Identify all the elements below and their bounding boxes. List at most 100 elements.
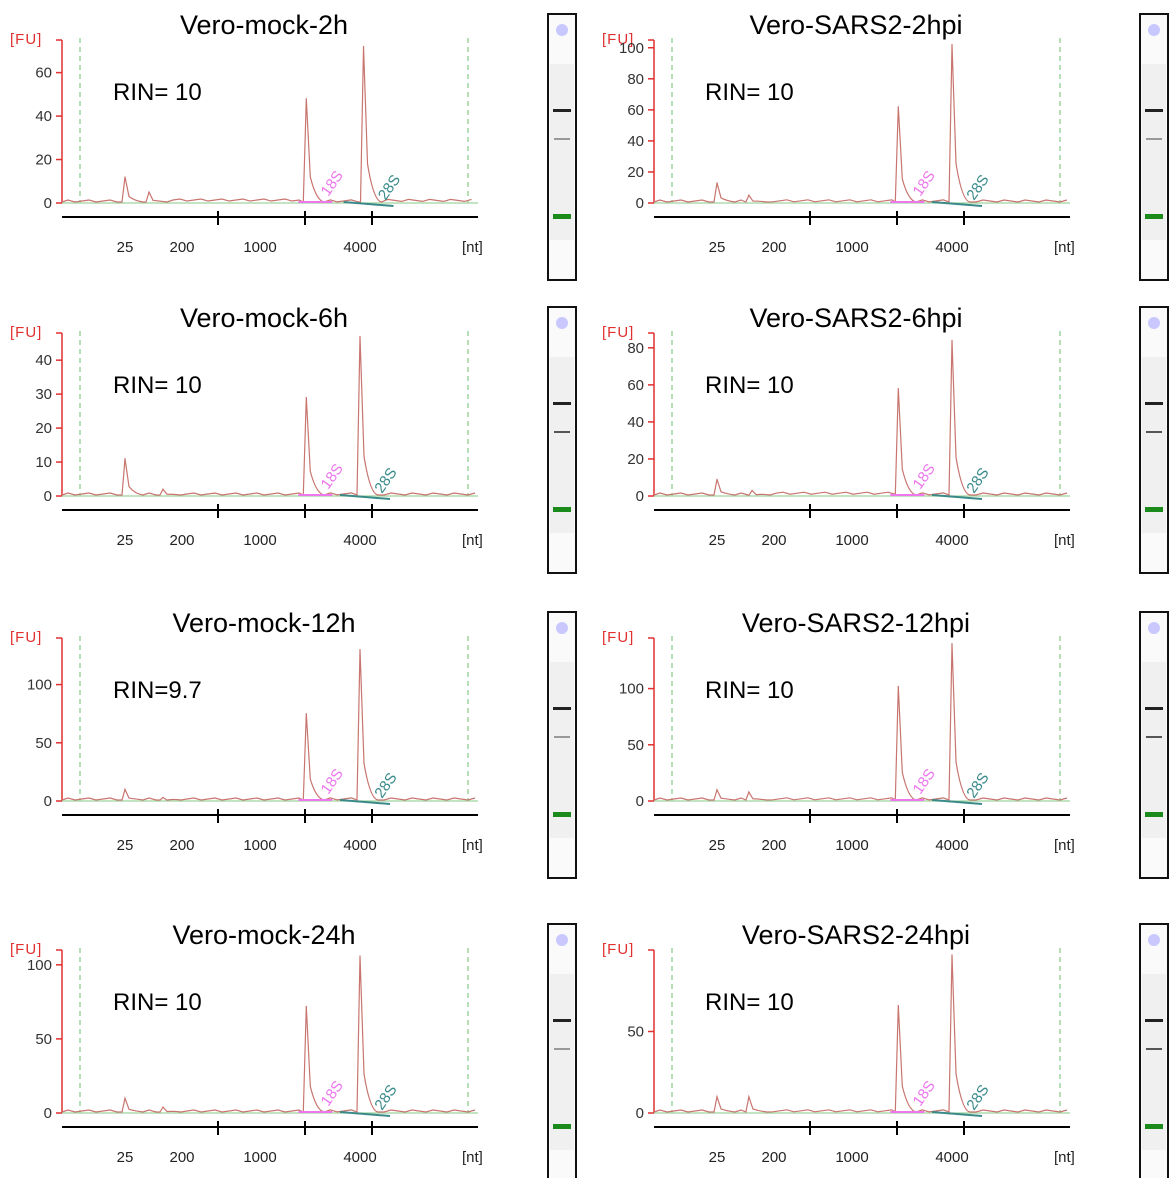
gel-lane (547, 13, 577, 281)
x-tick-label: 1000 (835, 837, 868, 854)
y-tick-label: 40 (627, 414, 644, 431)
chart-title: Vero-mock-6h (180, 303, 348, 333)
y-tick-label: 50 (627, 737, 644, 754)
y-tick-label: 50 (627, 1024, 644, 1041)
peak-point (897, 1004, 899, 1007)
gel-lane-background (550, 974, 574, 1150)
electropherogram-panel: Vero-SARS2-2hpi RIN= 10 [FU] 0 20 40 60 80 100 18… (602, 10, 1169, 281)
peak-18S-label: 18S (318, 1078, 347, 1110)
x-axis-unit: [nt] (462, 1149, 483, 1166)
peak-28S-region (343, 201, 394, 207)
peak-point (162, 488, 164, 490)
y-axis-unit: [FU] (10, 629, 42, 646)
data-trace (61, 955, 476, 1113)
x-tick-label: 4000 (935, 532, 968, 549)
gel-band-18S (554, 138, 570, 140)
gel-lane (1139, 13, 1169, 281)
x-tick-label: 200 (169, 532, 194, 549)
rin-label: RIN= 10 (113, 989, 202, 1016)
peak-18S-label: 18S (318, 168, 347, 200)
y-tick-label: 40 (35, 108, 52, 125)
x-axis-unit: [nt] (462, 532, 483, 549)
chart-title: Vero-SARS2-6hpi (749, 303, 962, 333)
gel-band-18S (1146, 431, 1162, 433)
peak-point (124, 788, 126, 790)
rin-label: RIN= 10 (705, 79, 794, 106)
peak-18S-label: 18S (910, 461, 939, 493)
peak-point (748, 791, 750, 793)
gel-marker-dot (1148, 622, 1160, 634)
data-trace (653, 954, 1068, 1114)
gel-band-18S (1146, 1048, 1162, 1050)
peak-28S-region (339, 1111, 391, 1117)
y-axis-unit: [FU] (10, 941, 42, 958)
y-tick-label: 20 (35, 152, 52, 169)
y-tick-label: 0 (636, 793, 644, 810)
gel-lane-background (550, 64, 574, 240)
y-tick-label: 0 (44, 195, 52, 212)
data-trace (653, 340, 1068, 496)
gel-band-18S (554, 1048, 570, 1050)
peak-28S-label: 28S (963, 465, 992, 497)
peak-point (951, 339, 953, 342)
gel-marker-dot (1148, 934, 1160, 946)
rin-label: RIN= 10 (113, 372, 202, 399)
gel-band-28S (553, 707, 571, 710)
y-tick-label: 0 (44, 1105, 52, 1122)
gel-marker-band (1145, 507, 1163, 512)
gel-lane (1139, 923, 1169, 1178)
gel-band-28S (1145, 707, 1163, 710)
peak-point (716, 1096, 718, 1098)
y-tick-label: 100 (27, 677, 52, 694)
peak-point (305, 1005, 307, 1007)
x-tick-label: 4000 (343, 837, 376, 854)
gel-marker-band (1145, 1124, 1163, 1129)
gel-lane-background (550, 662, 574, 838)
gel-lane-background (1142, 974, 1166, 1150)
peak-28S-label: 28S (375, 172, 404, 204)
y-tick-label: 0 (636, 1105, 644, 1122)
y-tick-label: 60 (627, 102, 644, 119)
y-tick-label: 10 (35, 454, 52, 471)
peak-18S-label: 18S (910, 766, 939, 798)
peak-28S-label: 28S (963, 770, 992, 802)
peak-point (897, 685, 899, 687)
y-tick-label: 20 (35, 420, 52, 437)
y-tick-label: 0 (636, 488, 644, 505)
peak-point (305, 98, 307, 100)
chart-title: Vero-mock-12h (172, 608, 355, 638)
y-tick-label: 50 (35, 1031, 52, 1048)
peak-point (751, 489, 753, 492)
gel-marker-dot (556, 934, 568, 946)
gel-band-28S (1145, 402, 1163, 405)
x-tick-label: 25 (709, 837, 726, 854)
x-tick-label: 1000 (243, 239, 276, 256)
electropherogram-panel: Vero-mock-2h RIN= 10 [FU] 0 20 40 60 18S 28S 25 20… (10, 10, 577, 281)
y-tick-label: 60 (35, 65, 52, 82)
gel-lane-background (1142, 662, 1166, 838)
gel-band-28S (553, 109, 571, 112)
gel-marker-dot (556, 317, 568, 329)
peak-18S-label: 18S (910, 168, 939, 200)
gel-marker-dot (1148, 317, 1160, 329)
x-tick-label: 200 (169, 239, 194, 256)
y-tick-label: 0 (44, 488, 52, 505)
gel-lane-background (1142, 357, 1166, 533)
x-tick-label: 1000 (243, 532, 276, 549)
x-tick-label: 1000 (835, 532, 868, 549)
peak-28S-region (339, 799, 391, 805)
x-tick-label: 25 (117, 532, 134, 549)
data-trace (653, 44, 1068, 204)
chart-title: Vero-SARS2-2hpi (749, 10, 962, 40)
data-trace (61, 336, 476, 496)
y-axis-unit: [FU] (602, 31, 634, 48)
gel-marker-band (553, 1124, 571, 1129)
peak-point (162, 796, 164, 799)
gel-marker-band (553, 507, 571, 512)
y-tick-label: 80 (627, 340, 644, 357)
x-tick-label: 4000 (935, 1149, 968, 1166)
x-tick-label: 1000 (835, 1149, 868, 1166)
peak-28S-label: 28S (371, 770, 400, 802)
y-tick-label: 100 (27, 957, 52, 974)
x-axis-unit: [nt] (1054, 1149, 1075, 1166)
